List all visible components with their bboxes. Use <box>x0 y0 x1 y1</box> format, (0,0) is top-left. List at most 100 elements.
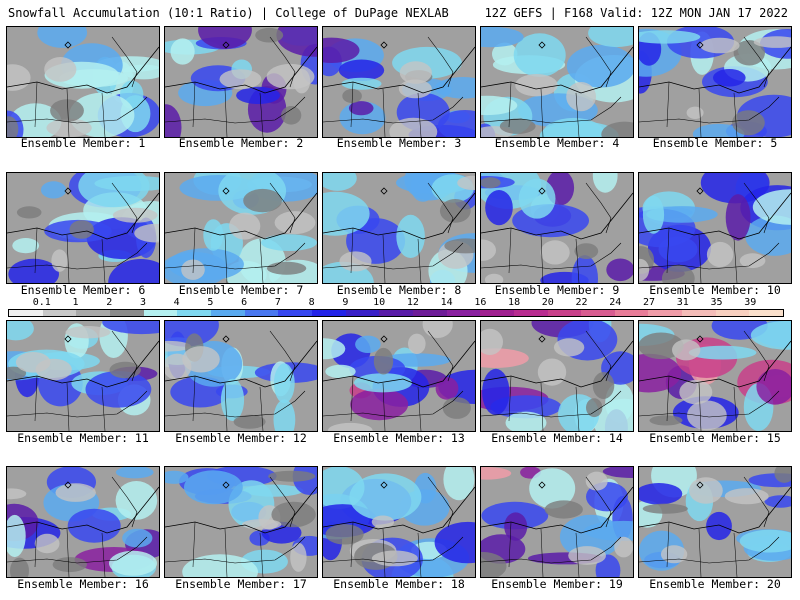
model-run-valid-time: 12Z GEFS | F168 Valid: 12Z MON JAN 17 20… <box>484 6 788 20</box>
colorbar-swatch <box>244 310 279 316</box>
colorbar-tick-label: 27 <box>643 297 656 308</box>
colorbar-swatch <box>480 310 514 316</box>
ensemble-member-label: Ensemble Member: 6 <box>20 283 146 297</box>
ensemble-map-panel <box>6 172 160 284</box>
colorbar-swatch <box>648 310 683 316</box>
colorbar-tick-label: 9 <box>342 297 349 308</box>
snowfall-colorbar <box>8 309 784 317</box>
colorbar-swatch <box>9 310 43 316</box>
colorbar-swatch <box>345 310 380 316</box>
colorbar-tick-label: 31 <box>676 297 689 308</box>
ensemble-member-label: Ensemble Member: 15 <box>649 431 781 445</box>
colorbar-tick-label: 8 <box>308 297 315 308</box>
colorbar-tick-label: 1 <box>72 297 79 308</box>
ensemble-map-panel <box>480 320 634 432</box>
colorbar-tick-label: 5 <box>207 297 214 308</box>
ensemble-map-panel <box>480 172 634 284</box>
colorbar-swatch <box>278 310 312 316</box>
colorbar-swatch <box>379 310 413 316</box>
colorbar-tick-label: 6 <box>241 297 248 308</box>
ensemble-member-label: Ensemble Member: 10 <box>649 283 781 297</box>
colorbar-swatch <box>547 310 582 316</box>
ensemble-map-panel <box>322 466 476 578</box>
ensemble-member-label: Ensemble Member: 13 <box>333 431 465 445</box>
ensemble-member-label: Ensemble Member: 8 <box>336 283 462 297</box>
ensemble-member-label: Ensemble Member: 12 <box>175 431 307 445</box>
snowfall-map <box>639 27 791 137</box>
ensemble-member-label: Ensemble Member: 20 <box>649 577 781 591</box>
colorbar-swatch <box>311 310 346 316</box>
snowfall-map <box>481 321 633 431</box>
colorbar-tick-label: 10 <box>373 297 386 308</box>
colorbar-tick-label: 22 <box>575 297 588 308</box>
ensemble-member-label: Ensemble Member: 11 <box>17 431 149 445</box>
colorbar-swatch <box>412 310 447 316</box>
colorbar-tick-label: 35 <box>710 297 723 308</box>
snowfall-map <box>639 467 791 577</box>
colorbar-tick-label: 3 <box>139 297 146 308</box>
colorbar-tick-label: 18 <box>508 297 521 308</box>
snowfall-map <box>7 173 159 283</box>
colorbar-swatch <box>715 310 750 316</box>
colorbar-swatch <box>210 310 245 316</box>
ensemble-member-label: Ensemble Member: 19 <box>491 577 623 591</box>
ensemble-member-label: Ensemble Member: 17 <box>175 577 307 591</box>
map-title: Snowfall Accumulation (10:1 Ratio) | Col… <box>8 6 449 20</box>
ensemble-map-panel <box>164 320 318 432</box>
ensemble-map-panel <box>6 466 160 578</box>
ensemble-member-label: Ensemble Member: 2 <box>178 136 304 150</box>
snowfall-map <box>639 321 791 431</box>
ensemble-member-label: Ensemble Member: 18 <box>333 577 465 591</box>
colorbar-swatch <box>42 310 77 316</box>
colorbar-swatch <box>76 310 110 316</box>
ensemble-map-panel <box>638 26 792 138</box>
colorbar-swatch <box>143 310 178 316</box>
colorbar-tick-label: 2 <box>106 297 113 308</box>
colorbar-swatch <box>177 310 211 316</box>
snowfall-map <box>165 173 317 283</box>
ensemble-member-label: Ensemble Member: 4 <box>494 136 620 150</box>
snowfall-map <box>7 321 159 431</box>
colorbar-tick-label: 16 <box>474 297 487 308</box>
snowfall-map <box>323 173 475 283</box>
snowfall-map <box>481 173 633 283</box>
ensemble-map-panel <box>480 26 634 138</box>
ensemble-map-panel <box>322 320 476 432</box>
ensemble-map-panel <box>638 320 792 432</box>
snowfall-map <box>481 27 633 137</box>
ensemble-map-panel <box>638 466 792 578</box>
snowfall-map <box>165 467 317 577</box>
colorbar-swatch <box>513 310 548 316</box>
snowfall-map <box>323 321 475 431</box>
snowfall-map <box>639 173 791 283</box>
ensemble-map-panel <box>638 172 792 284</box>
ensemble-map-panel <box>164 26 318 138</box>
ensemble-member-label: Ensemble Member: 16 <box>17 577 149 591</box>
ensemble-map-panel <box>164 172 318 284</box>
snowfall-map <box>7 27 159 137</box>
colorbar-swatch <box>749 310 784 316</box>
colorbar-tick-label: 7 <box>274 297 281 308</box>
colorbar-tick-label: 4 <box>173 297 180 308</box>
snowfall-map <box>323 467 475 577</box>
colorbar-tick-label: 14 <box>440 297 453 308</box>
ensemble-map-panel <box>322 172 476 284</box>
colorbar-tick-label: 24 <box>609 297 622 308</box>
colorbar-swatch <box>109 310 144 316</box>
ensemble-map-panel <box>480 466 634 578</box>
snowfall-map <box>481 467 633 577</box>
colorbar-swatch <box>614 310 649 316</box>
colorbar-swatch <box>446 310 481 316</box>
colorbar-tick-label: 39 <box>744 297 757 308</box>
ensemble-map-panel <box>322 26 476 138</box>
snowfall-map <box>323 27 475 137</box>
colorbar-swatch <box>682 310 716 316</box>
ensemble-map-panel <box>6 26 160 138</box>
ensemble-map-panel <box>6 320 160 432</box>
ensemble-member-label: Ensemble Member: 5 <box>652 136 778 150</box>
snowfall-map <box>165 321 317 431</box>
colorbar-tick-labels: 0.1 1 2 3 4 5 6 7 8 9 10 12 14 16 18 20 22 24 27 31 35 39 <box>8 297 784 309</box>
colorbar-tick-label: 20 <box>541 297 554 308</box>
colorbar-swatch <box>581 310 615 316</box>
snowfall-map <box>165 27 317 137</box>
